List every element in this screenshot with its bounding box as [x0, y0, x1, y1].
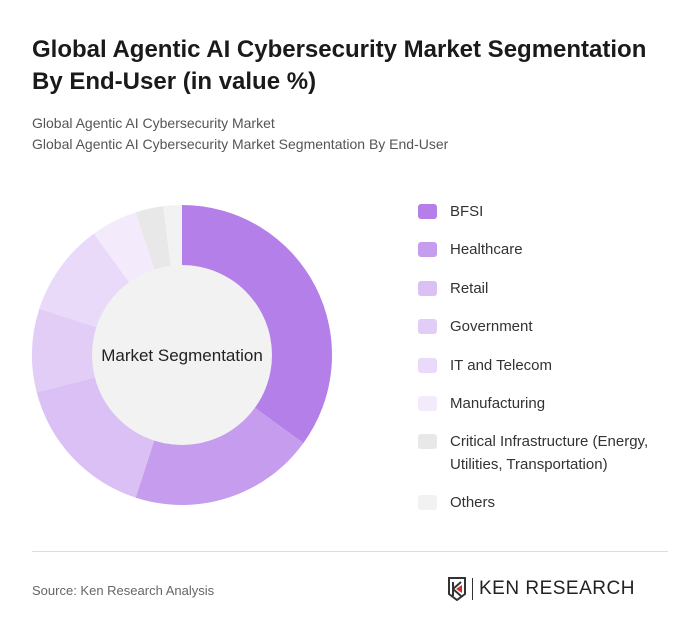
divider — [32, 551, 668, 552]
donut-center — [92, 265, 272, 445]
legend-label: Critical Infrastructure (Energy, Utiliti… — [450, 433, 649, 473]
center-label: Market Segmentation — [101, 346, 263, 365]
legend-label: BFSI — [450, 203, 484, 220]
source-note: Source: Ken Research Analysis — [32, 583, 215, 598]
legend-swatch — [418, 319, 437, 334]
legend-swatch — [418, 281, 437, 296]
legend-item: BFSI — [418, 200, 690, 223]
legend-label: Government — [450, 318, 533, 335]
legend-swatch — [418, 204, 437, 219]
legend-item: Government — [418, 315, 690, 338]
legend-swatch — [418, 396, 437, 411]
legend-item: Retail — [418, 277, 690, 300]
subtitle-1: Global Agentic AI Cybersecurity Market — [32, 115, 275, 131]
legend-item: Others — [418, 491, 690, 514]
legend-swatch — [418, 358, 437, 373]
legend-item: Healthcare — [418, 238, 690, 261]
ken-research-logo: KEN RESEARCH — [447, 577, 635, 601]
legend-item: IT and Telecom — [418, 354, 690, 377]
logo-text: KEN RESEARCH — [479, 578, 635, 599]
legend-label: IT and Telecom — [450, 357, 553, 374]
legend-label: Manufacturing — [450, 395, 546, 412]
legend-swatch — [418, 434, 437, 449]
legend-item: Critical Infrastructure (Energy, Utiliti… — [418, 430, 690, 476]
legend-label: Healthcare — [450, 241, 523, 258]
legend-label: Retail — [450, 280, 489, 297]
legend-label: Others — [450, 494, 496, 511]
subtitle-2: Global Agentic AI Cybersecurity Market S… — [32, 136, 449, 152]
chart-title: Global Agentic AI Cybersecurity Market S… — [32, 36, 647, 95]
legend-swatch — [418, 495, 437, 510]
logo-mark-icon — [448, 577, 466, 601]
legend-swatch — [418, 242, 437, 257]
legend-item: Manufacturing — [418, 392, 690, 415]
donut-chart: Market Segmentation — [32, 205, 332, 505]
